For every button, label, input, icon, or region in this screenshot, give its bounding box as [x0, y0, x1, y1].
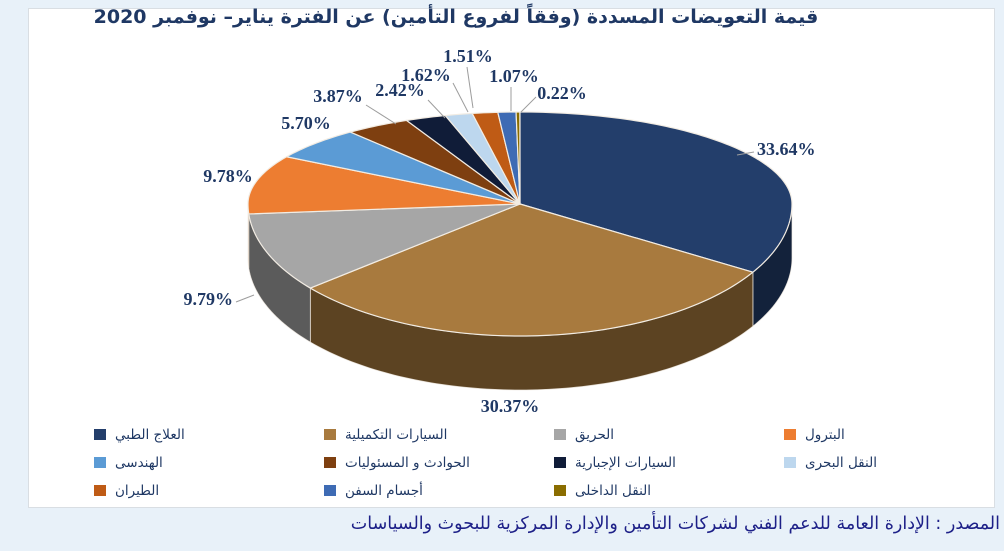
pie-slice: [247, 156, 521, 215]
pie-label-leader-line: [736, 151, 755, 156]
legend-item: السيارات التكميلية: [324, 424, 554, 444]
legend-label: الحريق: [575, 427, 615, 443]
legend-row: الهندسى الحوادث و المسئوليات السيارات الإج…: [94, 452, 1004, 480]
legend-swatch-icon: [324, 485, 336, 496]
legend-item: البترول: [784, 424, 1004, 444]
chart-title: قيمة التعويضات المسددة (وفقاً لفروع التأ…: [93, 6, 819, 28]
legend-label: الحوادث و المسئوليات: [345, 455, 470, 471]
legend-item: النقل البحرى: [784, 452, 1004, 472]
pie-label: 1.51%: [443, 46, 493, 66]
legend-row: العلاج الطبي السيارات التكميلية الحريق البت…: [94, 424, 1004, 452]
legend-label: النقل البحرى: [805, 455, 877, 471]
legend-item: العلاج الطبي: [94, 424, 324, 444]
legend-label: النقل الداخلى: [575, 483, 652, 499]
pie-label: 30.37%: [480, 396, 540, 416]
legend-label: السيارات التكميلية: [345, 427, 448, 443]
legend-swatch-icon: [94, 429, 106, 440]
legend-item: الحوادث و المسئوليات: [324, 452, 554, 472]
pie-label: 5.70%: [281, 113, 331, 133]
legend-item: النقل الداخلى: [554, 480, 784, 500]
pie-label-leader-line: [235, 294, 255, 303]
legend-swatch-icon: [94, 457, 106, 468]
pie-slice: [405, 114, 521, 205]
legend-swatch-icon: [784, 429, 796, 440]
legend-item: الحريق: [554, 424, 784, 444]
legend-label: الطيران: [115, 483, 160, 499]
pie-slice: [349, 119, 521, 205]
legend-swatch-icon: [554, 457, 566, 468]
legend-swatch-icon: [94, 485, 106, 496]
pie-label: 3.87%: [313, 86, 363, 106]
legend-label: السيارات الإجبارية: [575, 455, 676, 471]
legend-item: الطيران: [94, 480, 324, 500]
legend-label: البترول: [805, 427, 845, 443]
pie-label-leader-line: [452, 82, 469, 113]
pie-label-leader-line: [365, 104, 397, 125]
pie-label-leader-line: [520, 96, 537, 113]
pie-slice: [515, 111, 521, 205]
legend-item: الهندسى: [94, 452, 324, 472]
pie-slice: [519, 111, 793, 273]
pie-slice: [444, 112, 521, 205]
chart-legend: العلاج الطبي السيارات التكميلية الحريق البت…: [94, 424, 1004, 508]
pie-slice: [285, 131, 521, 205]
pie-label: 9.78%: [203, 166, 253, 186]
legend-swatch-icon: [324, 429, 336, 440]
pie-label-leader-line: [466, 66, 474, 109]
pie-label: 0.22%: [537, 83, 587, 103]
pie-label: 33.64%: [757, 139, 816, 159]
legend-label: أجسام السفن: [345, 483, 423, 499]
pie-label: 9.79%: [183, 289, 234, 309]
pie-label-leader-line: [427, 99, 446, 119]
legend-row: الطيران أجسام السفن النقل الداخلى: [94, 480, 1004, 508]
legend-label: الهندسى: [115, 455, 163, 471]
legend-item: أجسام السفن: [324, 480, 554, 500]
legend-item: السيارات الإجبارية: [554, 452, 784, 472]
pie-slice: [248, 203, 521, 289]
pie-label: 2.42%: [375, 80, 425, 100]
source-caption: المصدر : الإدارة العامة للدعم الفني لشرك…: [350, 514, 1000, 534]
legend-swatch-icon: [554, 485, 566, 496]
pie-slice: [309, 203, 754, 337]
legend-swatch-icon: [324, 457, 336, 468]
legend-swatch-icon: [554, 429, 566, 440]
pie-label: 1.62%: [401, 65, 451, 85]
legend-swatch-icon: [784, 457, 796, 468]
pie-label: 1.07%: [489, 66, 539, 86]
legend-label: العلاج الطبي: [115, 427, 185, 443]
